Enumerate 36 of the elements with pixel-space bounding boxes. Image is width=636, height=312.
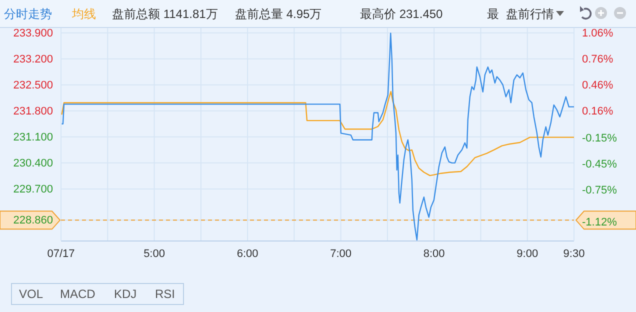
text: 盘前总额 1141.81万 (112, 7, 218, 21)
text: 最 (487, 7, 499, 21)
y2-tick-label: 0.76% (582, 54, 614, 66)
y2-tick-label: -0.15% (582, 132, 618, 144)
x-tick-label: 8:00 (423, 248, 445, 260)
line-series (61, 32, 575, 240)
y-tick-label: 231.100 (13, 131, 53, 144)
y2-tick-label: -0.45% (582, 158, 618, 170)
y-tick-label: 233.900 (13, 27, 53, 40)
text: MACD (60, 287, 96, 301)
x-tick-label: 9:00 (516, 248, 538, 260)
y-tick-label: 232.500 (13, 79, 53, 92)
y-tick-label: 228.860 (13, 214, 53, 227)
text: 分时走势 (4, 7, 52, 21)
y2-tick-label: 0.46% (582, 80, 614, 92)
y-tick-label: 229.700 (13, 183, 53, 196)
x-tick-label: 5:00 (144, 248, 165, 260)
y2-tick-label: -1.12% (582, 216, 618, 228)
y2-tick-label: 1.06% (582, 28, 614, 40)
y-tick-label: 233.200 (13, 53, 53, 66)
text: 盘前行情 (506, 7, 554, 21)
y-tick-label: 230.400 (13, 157, 53, 170)
text: KDJ (114, 287, 137, 301)
y2-tick-label: -0.75% (582, 184, 618, 196)
text: 最高价 231.450 (360, 7, 444, 21)
y2-tick-label: 0.16% (582, 106, 614, 118)
x-tick-label: 7:00 (330, 248, 352, 260)
x-tick-label: 6:00 (236, 248, 258, 260)
x-tick-label: 9:30 (563, 248, 585, 260)
text: 均线 (71, 7, 96, 21)
x-tick-label: 07/17 (47, 248, 75, 260)
text: 盘前总量 4.95万 (235, 7, 322, 21)
line-series (61, 90, 575, 176)
text: VOL (19, 287, 44, 301)
y-tick-label: 231.800 (13, 105, 53, 118)
text: RSI (155, 287, 176, 301)
